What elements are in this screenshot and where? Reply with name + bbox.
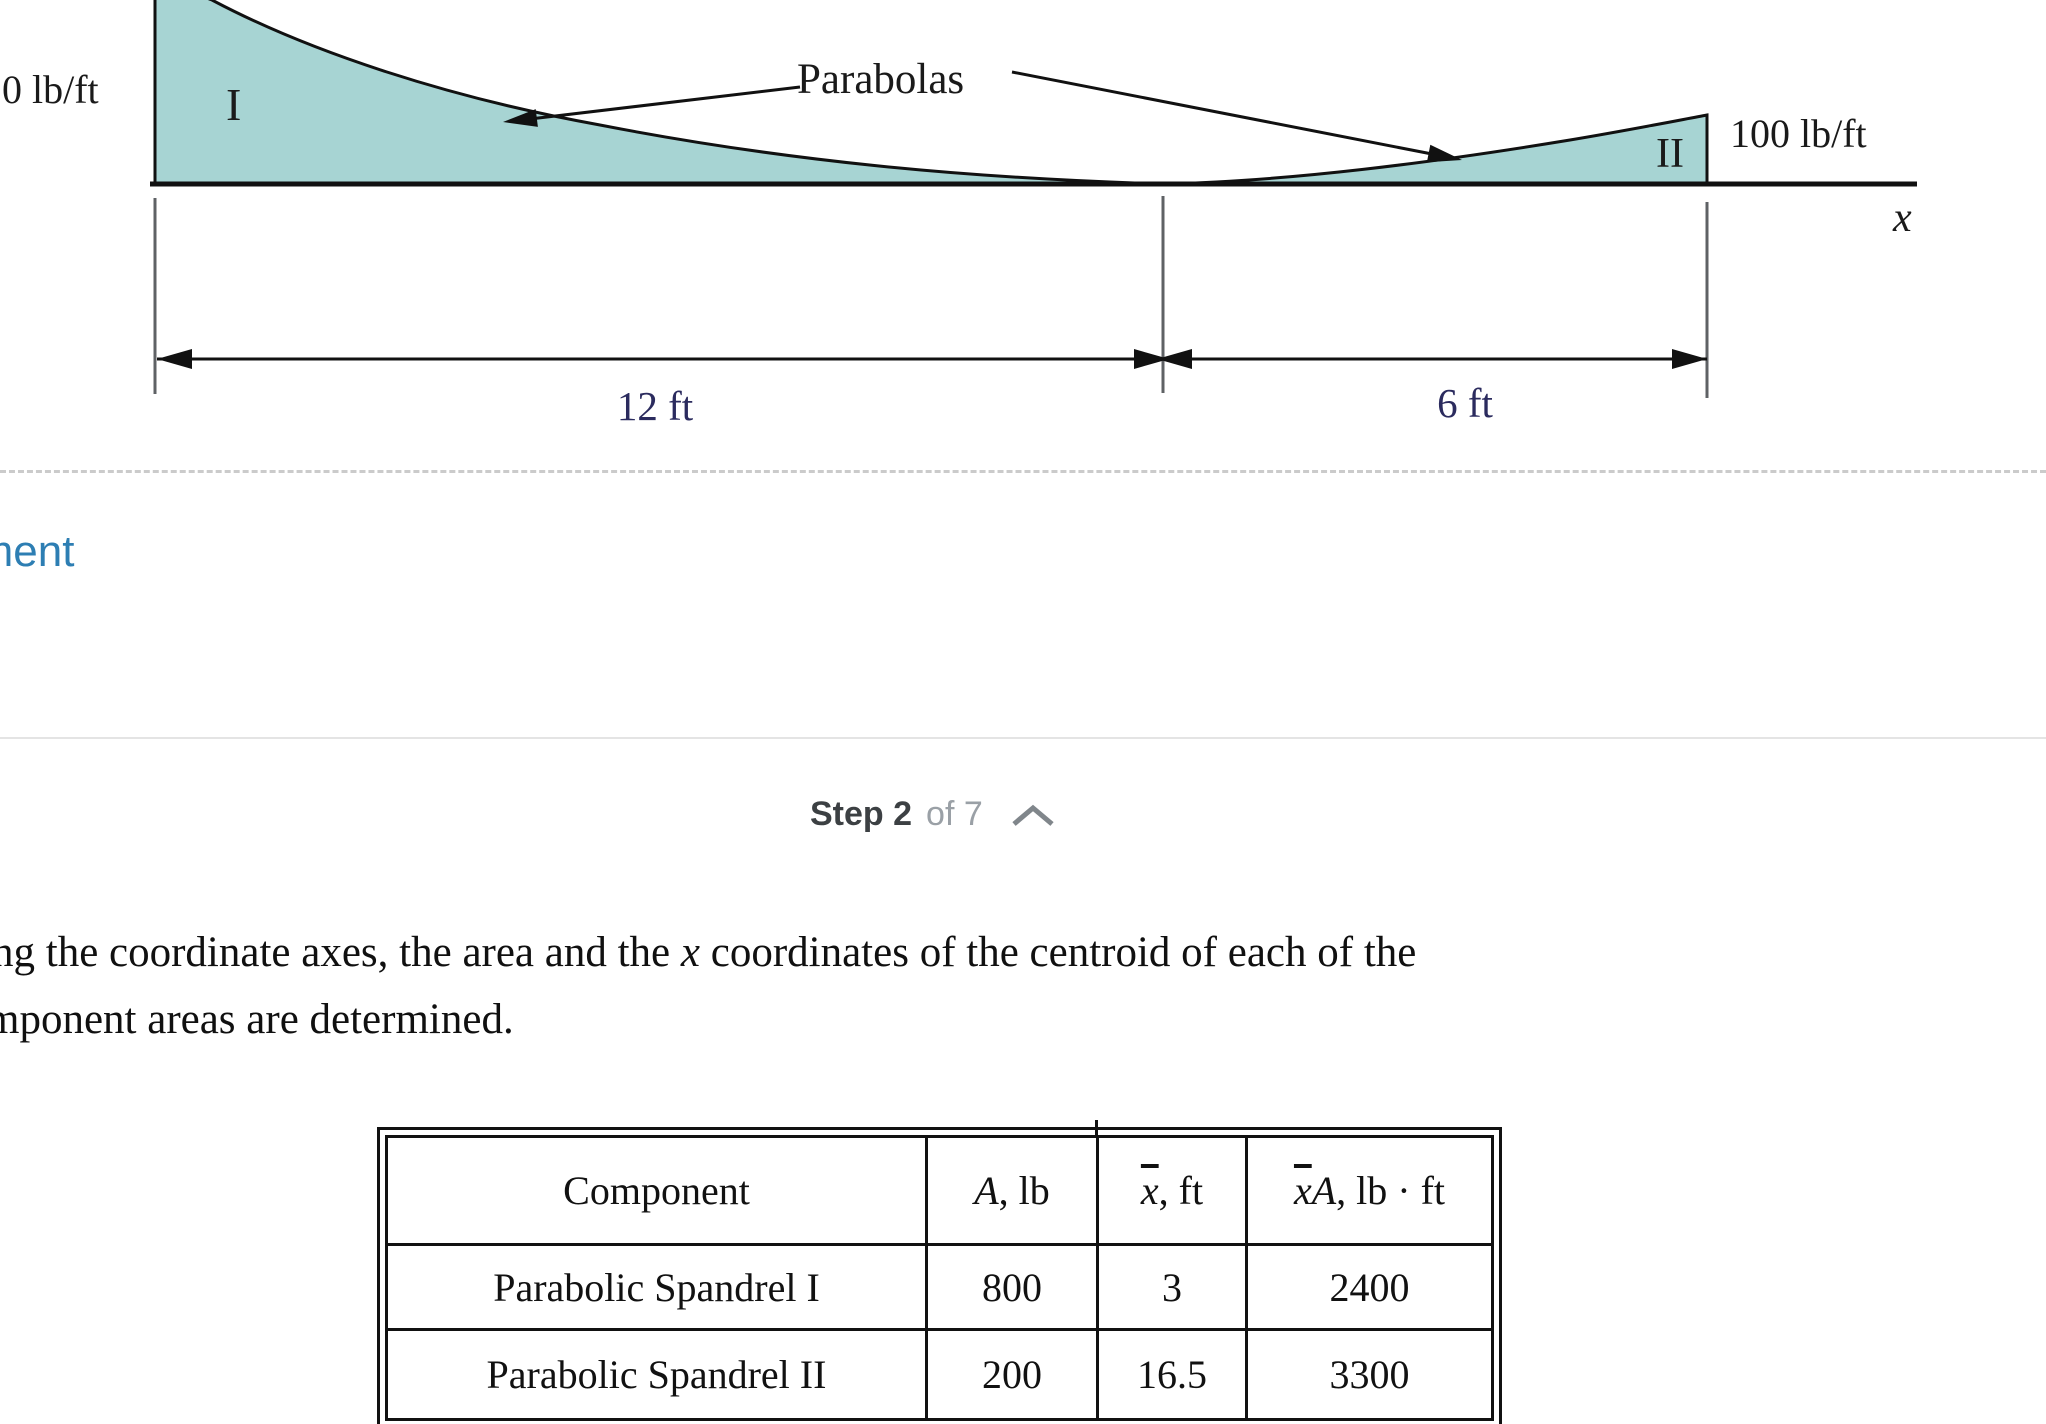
body-text-line1-em: x [680,929,700,976]
cell-xbar-1: 3 [1096,1243,1248,1331]
parabolic-spandrel-II-shape [1164,113,1709,186]
dimension-label-12ft: 12 ft [616,383,694,429]
load-diagram [150,0,1917,398]
region-II-label: II [1656,131,1684,177]
left-load-label: 0 lb/ft [2,67,99,112]
body-text-line2: mponent areas are determined. [0,996,514,1043]
body-text-line1: ng the coordinate axes, the area and the… [0,928,1416,977]
cell-xA-2: 3300 [1245,1328,1494,1421]
parabolas-arrow-right-head [1426,144,1462,163]
dim-arrow-left [157,349,192,369]
x-axis-label: x [1893,195,1912,241]
dashed-separator [0,470,2046,473]
table-header-row: Component A, lb x, ft xA, lb · ft [385,1135,1494,1246]
dim-arrow-mid-left [1157,349,1192,369]
header-area: A, lb [925,1135,1099,1246]
parabolas-arrow-left-line [529,85,801,121]
cell-component-1: Parabolic Spandrel I [385,1243,928,1331]
dimension-label-6ft: 6 ft [1437,380,1493,426]
step-label: Step 2 [810,795,913,833]
body-text-line1-post: coordinates of the centroid of each of t… [699,929,1417,976]
region-I-label: I [226,79,242,130]
cell-area-1: 800 [925,1243,1099,1331]
parabolic-spandrel-I-shape [153,0,1166,186]
table-row: Parabolic Spandrel II 200 16.5 3300 [385,1328,1494,1421]
step-of-label: of 7 [926,795,983,833]
step-header: Step 2 of 7 [810,795,1059,834]
comment-link[interactable]: mment [0,527,75,576]
cell-xbar-2: 16.5 [1096,1328,1248,1421]
cell-xA-1: 2400 [1245,1243,1494,1331]
header-component: Component [385,1135,928,1246]
parabolas-arrow-left-head [503,109,538,127]
section-divider [0,737,2046,739]
body-text-line1-pre: ng the coordinate axes, the area and the [0,929,681,976]
chevron-up-icon[interactable] [1007,800,1059,830]
dim-arrow-mid-right [1134,349,1169,369]
right-load-label: 100 lb/ft [1730,111,1867,156]
centroid-component-table: Component A, lb x, ft xA, lb · ft Parabo… [377,1127,1502,1424]
table-top-tick [1095,1120,1098,1136]
cell-area-2: 200 [925,1328,1099,1421]
cell-component-2: Parabolic Spandrel II [385,1328,928,1421]
header-xbar-A: xA, lb · ft [1245,1135,1494,1246]
header-xbar: x, ft [1096,1135,1248,1246]
parabolas-arrow-right-line [1011,70,1433,156]
dim-arrow-right [1672,349,1707,369]
table-row: Parabolic Spandrel I 800 3 2400 [385,1243,1494,1331]
parabolas-annotation: Parabolas [797,56,965,103]
